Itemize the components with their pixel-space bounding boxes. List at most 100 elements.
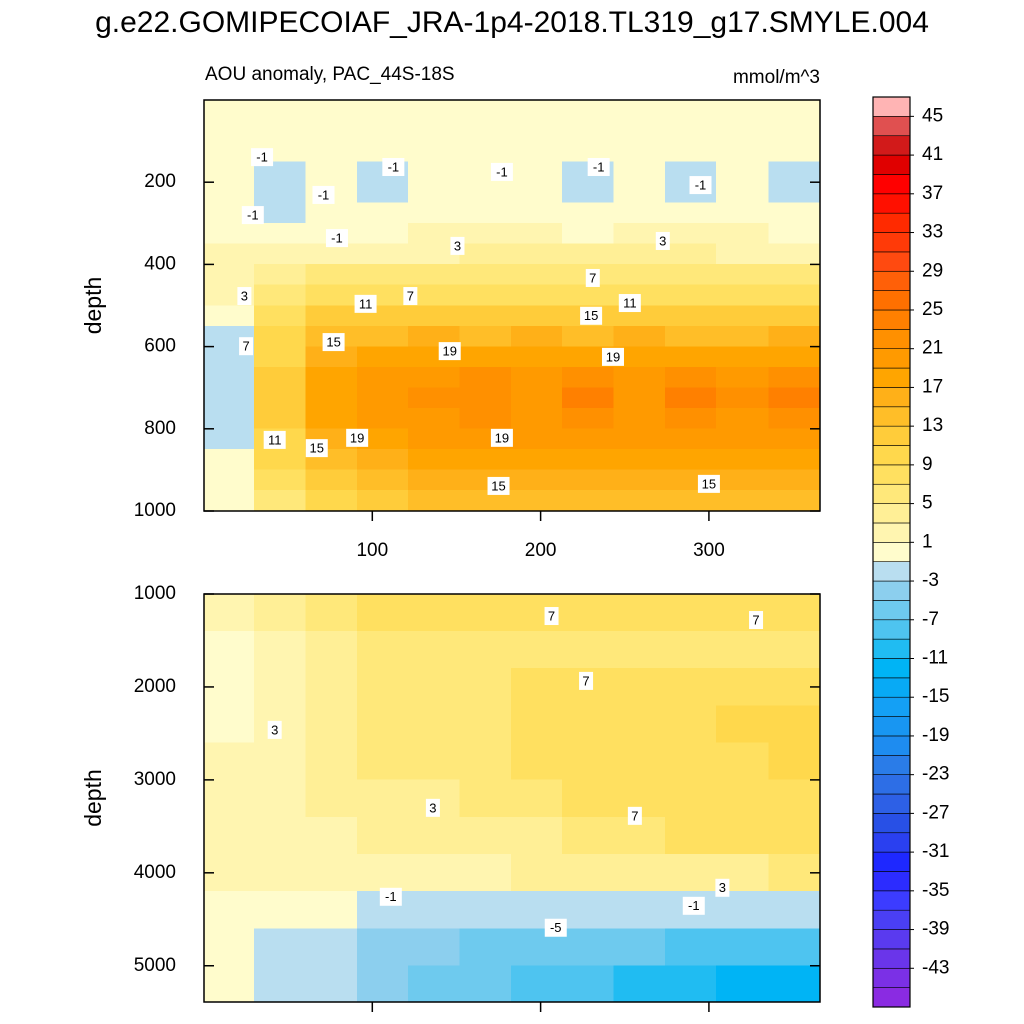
cell — [408, 366, 461, 389]
cell — [204, 243, 256, 266]
cell — [510, 816, 564, 855]
contour-label-box — [579, 671, 594, 690]
cell — [305, 630, 358, 670]
contour-label-box — [490, 162, 513, 181]
contour-label-box — [267, 720, 282, 739]
cell — [408, 264, 461, 286]
cell — [459, 305, 512, 327]
cell — [459, 284, 512, 307]
cell — [459, 387, 512, 410]
cell — [408, 742, 461, 781]
cell — [664, 816, 718, 855]
cell — [664, 630, 718, 670]
colorbar-box — [872, 561, 911, 582]
cell — [204, 305, 256, 327]
colorbar-box — [872, 387, 911, 408]
y-tick-label: 200 — [144, 171, 176, 192]
y-tick-label: 1000 — [134, 583, 176, 604]
contour-label: -1 — [241, 206, 264, 225]
cell — [356, 223, 410, 245]
cell — [664, 284, 718, 307]
cell — [510, 223, 564, 245]
cell — [664, 120, 718, 142]
cell — [305, 928, 358, 967]
cell — [613, 705, 666, 744]
cell — [613, 490, 666, 511]
cell — [664, 100, 718, 122]
cell — [716, 630, 770, 670]
colorbar-label: 45 — [922, 105, 943, 126]
contour-label-box — [382, 157, 405, 176]
cell — [408, 305, 461, 327]
cell — [510, 140, 564, 163]
colorbar: 45 41 37 33 29 25 21 17 13 9 5 1 -3 -7 -11 -15 -19 -23 -27… — [872, 96, 949, 1008]
colorbar-label: -35 — [922, 880, 949, 901]
cell — [204, 469, 256, 492]
cell — [768, 325, 820, 348]
cell — [613, 742, 666, 781]
cell — [305, 705, 358, 744]
cell — [768, 366, 820, 389]
cell — [664, 742, 718, 781]
cell — [562, 120, 615, 142]
contour-label-box — [263, 430, 286, 449]
cell — [768, 816, 820, 855]
contour-label: 19 — [490, 428, 513, 447]
cell — [254, 490, 307, 511]
colorbar-box — [872, 309, 911, 330]
cell — [356, 408, 410, 430]
cell — [768, 140, 820, 163]
cell — [305, 140, 358, 163]
cell — [459, 594, 512, 632]
x-tick-label: 300 — [693, 540, 725, 561]
cell — [510, 284, 564, 307]
cell — [204, 928, 256, 967]
cell — [408, 161, 461, 183]
cell — [356, 243, 410, 266]
colorbar-box — [872, 503, 911, 524]
contour-label: 7 — [627, 806, 642, 825]
contour-label-box — [544, 607, 559, 626]
contour-label-box — [251, 148, 274, 167]
cell — [459, 100, 512, 122]
cell — [356, 742, 410, 781]
cell — [254, 965, 307, 1002]
cell — [613, 181, 666, 204]
cell — [664, 668, 718, 707]
colorbar-box — [872, 696, 911, 717]
contour-label: -1 — [312, 185, 335, 204]
cell — [204, 594, 256, 632]
cell — [204, 387, 256, 410]
cell — [716, 325, 770, 348]
cell — [356, 490, 410, 511]
cell — [768, 742, 820, 781]
cell — [305, 202, 358, 225]
y-tick-label: 400 — [144, 253, 176, 274]
cell — [562, 965, 615, 1002]
cell — [768, 387, 820, 410]
cell — [768, 705, 820, 744]
colorbar-box — [872, 619, 911, 640]
contour-label-box — [587, 157, 610, 176]
cell — [510, 408, 564, 430]
cell — [664, 928, 718, 967]
cell — [459, 223, 512, 245]
cell — [768, 305, 820, 327]
cell — [510, 243, 564, 266]
cell — [613, 449, 666, 471]
contour-label: -1 — [490, 162, 513, 181]
cell — [768, 779, 820, 818]
figure-title: g.e22.GOMIPECOIAF_JRA-1p4-2018.TL319_g17… — [95, 6, 929, 39]
colorbar-box — [872, 851, 911, 872]
cell — [459, 705, 512, 744]
cell — [562, 490, 615, 511]
contour-label-box — [325, 229, 348, 248]
cell — [613, 668, 666, 707]
contour-label: 15 — [697, 474, 720, 493]
contour-label-text: -1 — [247, 208, 259, 223]
cell — [562, 428, 615, 451]
cell — [562, 325, 615, 348]
cell — [716, 366, 770, 389]
cell — [613, 853, 666, 893]
